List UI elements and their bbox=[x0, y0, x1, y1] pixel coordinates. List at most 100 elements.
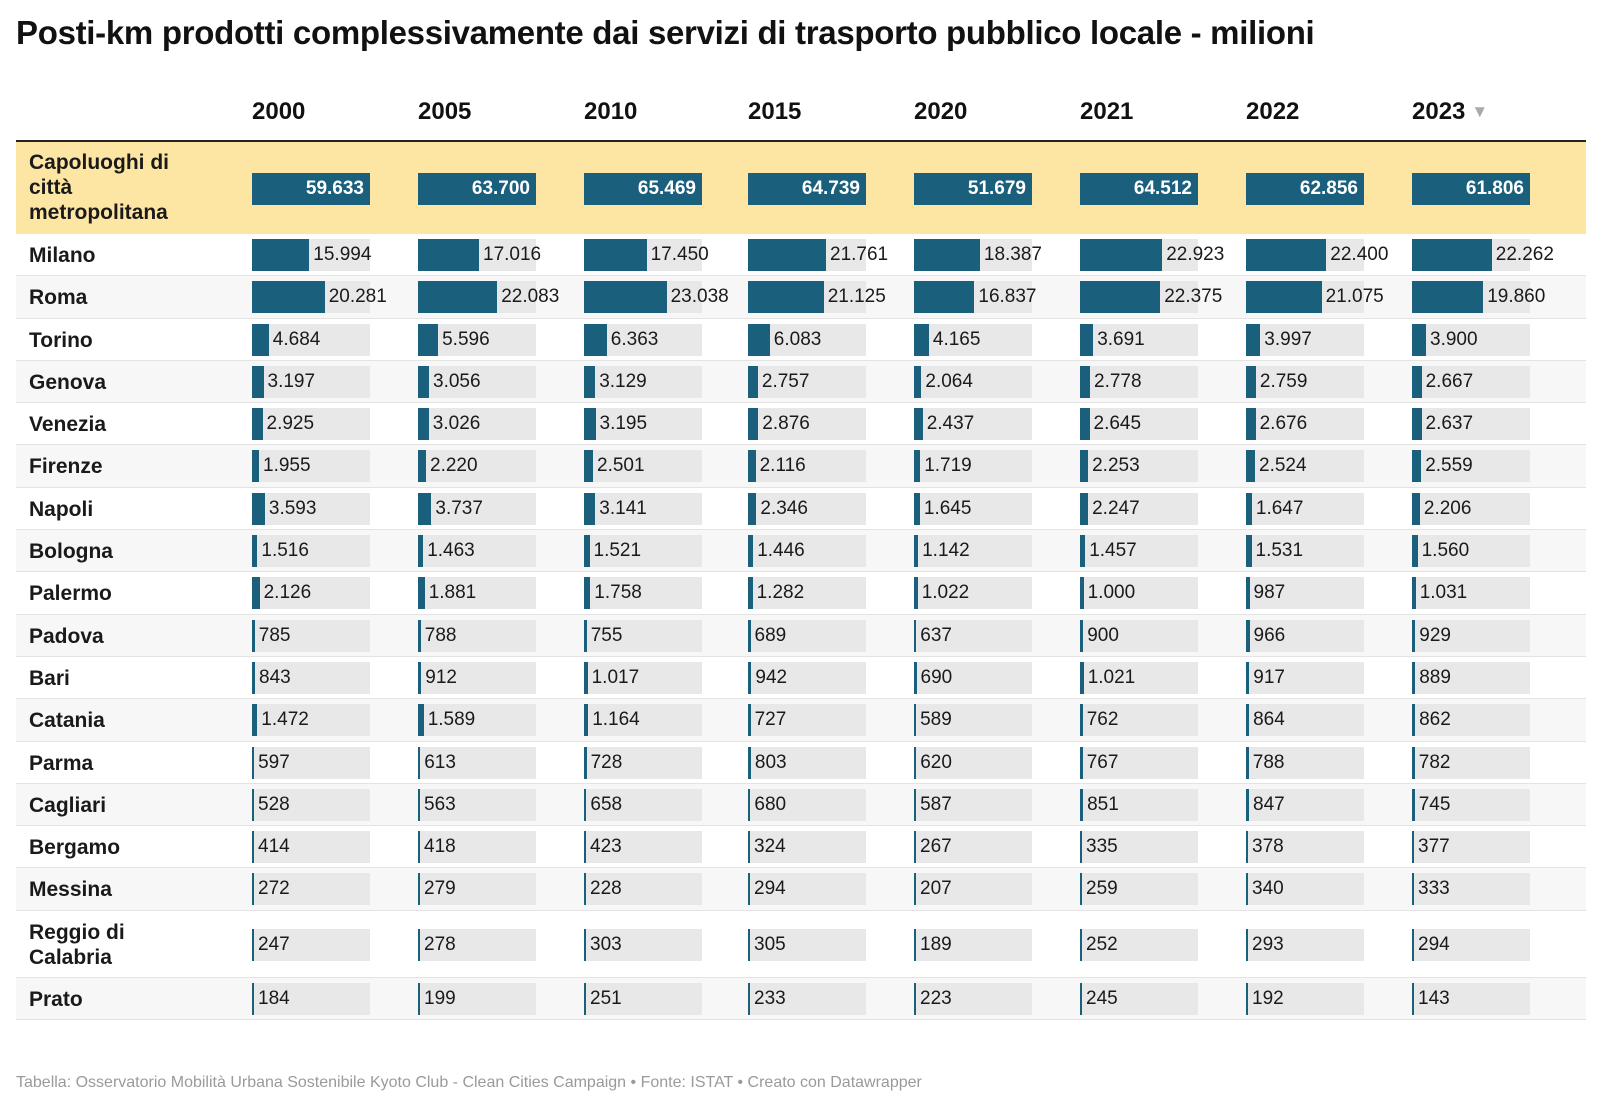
data-label: 1.164 bbox=[592, 709, 640, 731]
bar bbox=[748, 619, 751, 652]
bar-track bbox=[748, 577, 866, 610]
column-header-2015[interactable]: 2015 bbox=[748, 98, 801, 126]
data-label: 912 bbox=[425, 666, 457, 688]
bar-cell: 335 bbox=[1080, 831, 1198, 864]
bar-cell: 51.679 bbox=[914, 173, 1032, 205]
bar bbox=[914, 831, 916, 864]
bar-track bbox=[418, 831, 536, 864]
data-label: 189 bbox=[920, 933, 952, 955]
bar-cell: 847 bbox=[1246, 788, 1364, 821]
bar bbox=[1246, 173, 1364, 205]
data-label: 294 bbox=[1418, 933, 1450, 955]
bar-track bbox=[584, 788, 702, 821]
bar-cell: 22.262 bbox=[1412, 239, 1554, 271]
bar-track bbox=[1412, 831, 1530, 864]
bar-track bbox=[1080, 365, 1198, 398]
column-header-2020[interactable]: 2020 bbox=[914, 98, 967, 126]
bar-track bbox=[914, 619, 1032, 652]
bar bbox=[584, 577, 591, 610]
bar-cell: 613 bbox=[418, 746, 536, 779]
table-row: Messina 272 279 228 294 207 259 340 333 bbox=[16, 868, 1586, 911]
column-header-2010[interactable]: 2010 bbox=[584, 98, 637, 126]
bar-cell: 1.719 bbox=[914, 450, 1032, 483]
bar bbox=[584, 239, 647, 271]
bar bbox=[1246, 492, 1252, 525]
column-header-2022[interactable]: 2022 bbox=[1246, 98, 1299, 126]
bar bbox=[252, 365, 264, 398]
bar-track bbox=[914, 661, 1032, 694]
bar-track bbox=[252, 661, 370, 694]
data-label: 233 bbox=[754, 987, 786, 1009]
bar-cell: 228 bbox=[584, 873, 702, 906]
data-label: 3.129 bbox=[599, 370, 647, 392]
bar-track bbox=[914, 788, 1032, 821]
bar-track bbox=[914, 873, 1032, 906]
bar-cell: 2.524 bbox=[1246, 450, 1364, 483]
bar-track bbox=[584, 619, 702, 652]
bar-track bbox=[1080, 746, 1198, 779]
bar bbox=[748, 173, 866, 205]
bar bbox=[584, 788, 587, 821]
data-label: 2.667 bbox=[1425, 370, 1474, 392]
bar bbox=[252, 928, 254, 961]
bar bbox=[748, 704, 751, 737]
footer-credits: Tabella: Osservatorio Mobilità Urbana So… bbox=[16, 1074, 922, 1091]
bar-cell: 5.596 bbox=[418, 323, 536, 356]
data-label: 1.758 bbox=[594, 582, 642, 604]
data-label: 245 bbox=[1086, 987, 1118, 1009]
bar-track bbox=[914, 408, 1032, 441]
column-header-2005[interactable]: 2005 bbox=[418, 98, 471, 126]
column-header-2023[interactable]: 2023 ▼ bbox=[1412, 98, 1488, 126]
data-label: 727 bbox=[754, 709, 787, 731]
data-label: 64.512 bbox=[1133, 178, 1192, 199]
data-label: 2.757 bbox=[761, 370, 810, 392]
bar-cell: 862 bbox=[1412, 704, 1530, 737]
bar-cell: 597 bbox=[252, 746, 370, 779]
bar-track bbox=[1412, 492, 1530, 525]
data-label: 278 bbox=[424, 933, 456, 955]
bar-track bbox=[584, 577, 702, 610]
bar-cell: 728 bbox=[584, 746, 702, 779]
bar-cell: 1.457 bbox=[1080, 535, 1198, 568]
bar bbox=[914, 577, 918, 610]
data-label: 65.469 bbox=[637, 178, 696, 199]
bar bbox=[252, 746, 255, 779]
bar-track bbox=[748, 619, 866, 652]
data-label: 4.684 bbox=[272, 328, 321, 350]
bar-track bbox=[914, 535, 1032, 568]
bar-cell: 64.739 bbox=[748, 173, 866, 205]
triangle-down-icon[interactable]: ▼ bbox=[1471, 102, 1489, 121]
data-label: 305 bbox=[754, 933, 786, 955]
bar-track bbox=[1080, 408, 1198, 441]
bar-cell: 3.997 bbox=[1246, 323, 1364, 356]
bar-track bbox=[584, 535, 702, 568]
bar bbox=[252, 704, 258, 737]
bar bbox=[1246, 928, 1248, 961]
bar bbox=[584, 281, 667, 314]
column-header-label: 2023 bbox=[1412, 98, 1466, 125]
bar-cell: 22.923 bbox=[1080, 239, 1224, 271]
bar bbox=[252, 535, 258, 568]
bar-track bbox=[252, 450, 370, 483]
bar-cell: 65.469 bbox=[584, 173, 702, 205]
bar bbox=[584, 982, 586, 1015]
column-header-2021[interactable]: 2021 bbox=[1080, 98, 1133, 126]
bar-track bbox=[748, 704, 866, 737]
bar bbox=[252, 661, 255, 694]
bar-cell: 303 bbox=[584, 928, 702, 961]
bar bbox=[252, 492, 265, 525]
bar-track bbox=[1412, 535, 1530, 568]
bar-track bbox=[584, 450, 702, 483]
column-header-2000[interactable]: 2000 bbox=[252, 98, 305, 126]
bar bbox=[1412, 704, 1416, 737]
bar bbox=[252, 450, 259, 483]
table-row: Firenze 1.955 2.220 2.501 2.116 1.719 2.253 2.5… bbox=[16, 445, 1586, 488]
row-label: Venezia bbox=[29, 413, 107, 437]
bar bbox=[418, 788, 420, 821]
bar bbox=[748, 831, 750, 864]
data-label: 2.220 bbox=[430, 455, 478, 477]
column-header-label: 2000 bbox=[252, 98, 306, 125]
data-label: 1.017 bbox=[591, 666, 640, 688]
bar bbox=[1246, 408, 1256, 441]
bar-cell: 143 bbox=[1412, 982, 1530, 1015]
